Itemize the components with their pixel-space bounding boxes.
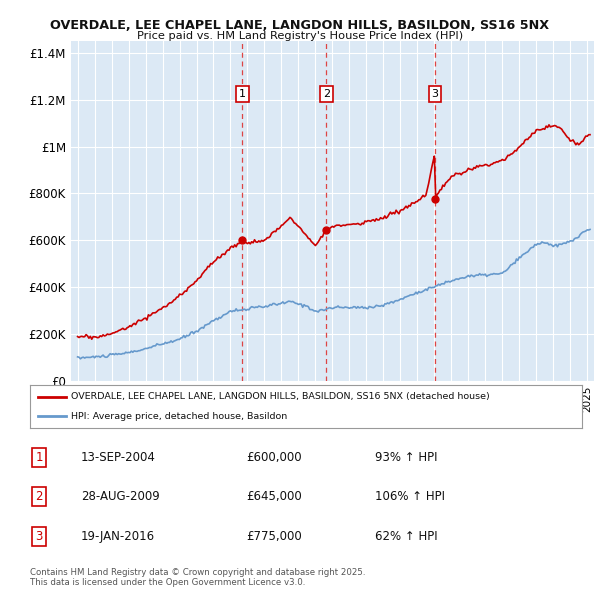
Text: HPI: Average price, detached house, Basildon: HPI: Average price, detached house, Basi…: [71, 412, 287, 421]
Text: 19-JAN-2016: 19-JAN-2016: [81, 530, 155, 543]
Text: 13-SEP-2004: 13-SEP-2004: [81, 451, 156, 464]
Text: OVERDALE, LEE CHAPEL LANE, LANGDON HILLS, BASILDON, SS16 5NX: OVERDALE, LEE CHAPEL LANE, LANGDON HILLS…: [50, 19, 550, 32]
Text: OVERDALE, LEE CHAPEL LANE, LANGDON HILLS, BASILDON, SS16 5NX (detached house): OVERDALE, LEE CHAPEL LANE, LANGDON HILLS…: [71, 392, 490, 401]
Text: 2: 2: [35, 490, 43, 503]
Text: £600,000: £600,000: [246, 451, 302, 464]
Text: 106% ↑ HPI: 106% ↑ HPI: [375, 490, 445, 503]
Text: Contains HM Land Registry data © Crown copyright and database right 2025.
This d: Contains HM Land Registry data © Crown c…: [30, 568, 365, 587]
Text: 62% ↑ HPI: 62% ↑ HPI: [375, 530, 437, 543]
Text: 28-AUG-2009: 28-AUG-2009: [81, 490, 160, 503]
Text: 2: 2: [323, 89, 330, 99]
Text: 3: 3: [35, 530, 43, 543]
Text: Price paid vs. HM Land Registry's House Price Index (HPI): Price paid vs. HM Land Registry's House …: [137, 31, 463, 41]
Text: 1: 1: [239, 89, 246, 99]
Text: £645,000: £645,000: [246, 490, 302, 503]
Text: 93% ↑ HPI: 93% ↑ HPI: [375, 451, 437, 464]
Text: £775,000: £775,000: [246, 530, 302, 543]
Text: 1: 1: [35, 451, 43, 464]
Text: 3: 3: [431, 89, 439, 99]
